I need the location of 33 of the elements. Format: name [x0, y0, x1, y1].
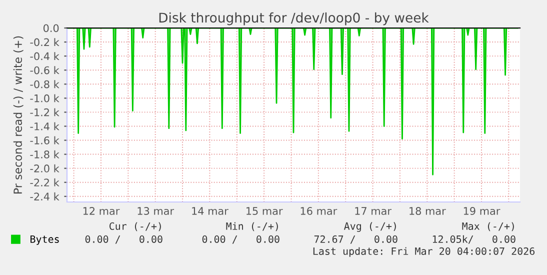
text: 72.67 / 0.00 [314, 235, 398, 244]
y-tick-label: -0.2 k [30, 38, 60, 46]
text: Avg (-/+) [344, 222, 396, 232]
y-tick-label: -2.0 k [30, 164, 60, 172]
y-tick-label: -2.4 k [30, 192, 60, 200]
y-axis-title: Pr second read (-) / write (+) [13, 36, 24, 194]
text: 0.00 / 0.00 [202, 235, 280, 244]
x-tick-label: 13 mar [138, 207, 174, 215]
x-tick-label: 19 mar [464, 207, 500, 215]
y-tick-label: -1.4 k [30, 122, 60, 130]
y-tick-label: -2.2 k [30, 178, 60, 186]
x-tick-label: 17 mar [355, 207, 392, 215]
y-tick-label: -1.2 k [30, 108, 60, 116]
text: Last update: Fri Mar 20 04:00:07 2026 [313, 247, 535, 257]
y-tick-label: -1.6 k [30, 136, 60, 144]
x-tick-label: 14 mar [192, 207, 228, 215]
x-tick-label: 15 mar [246, 207, 283, 215]
x-tick-label: 18 mar [410, 207, 446, 215]
chart-title: Disk throughput for /dev/loop0 - by week [159, 12, 429, 26]
y-tick-label: 0.0 [43, 24, 59, 32]
y-tick-label: -0.8 k [30, 80, 60, 88]
y-tick-label: -1.0 k [30, 94, 60, 102]
text: 12.05k/ 0.00 [432, 235, 516, 244]
text: 0.00 / 0.00 [85, 235, 162, 244]
y-tick-label: -1.8 k [30, 150, 60, 158]
x-tick-label: 12 mar [83, 207, 120, 215]
legend-label: Bytes [30, 235, 59, 245]
text: Max (-/+) [462, 222, 514, 232]
y-tick-label: -0.4 k [30, 52, 60, 60]
text: Cur (-/+) [109, 222, 161, 232]
text: Min (-/+) [226, 222, 278, 232]
y-tick-label: -0.6 k [30, 66, 60, 74]
x-tick-label: 16 mar [300, 207, 338, 215]
